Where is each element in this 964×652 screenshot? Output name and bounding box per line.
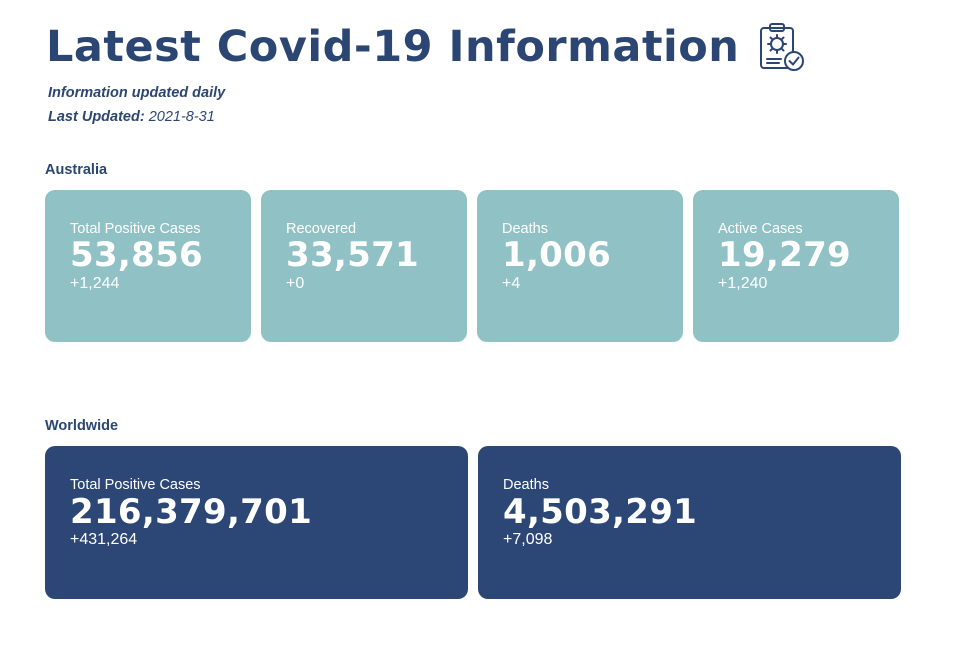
stat-change: +1,240	[718, 275, 768, 292]
stat-label: Total Positive Cases	[70, 477, 201, 493]
stat-card-recovered: Recovered 33,571 +0	[261, 190, 467, 342]
stat-label: Total Positive Cases	[70, 221, 201, 237]
stat-card-deaths: Deaths 1,006 +4	[477, 190, 683, 342]
stat-card-total-positive-cases: Total Positive Cases 53,856 +1,244	[45, 190, 251, 342]
section-title-australia: Australia	[45, 162, 108, 178]
stat-card-total-positive-cases: Total Positive Cases 216,379,701 +431,26…	[45, 446, 468, 599]
stat-change: +4	[502, 275, 521, 292]
page-title: Latest Covid-19 Information	[46, 22, 740, 72]
stat-value: 33,571	[286, 235, 420, 275]
stat-label: Active Cases	[718, 221, 803, 237]
update-frequency-note: Information updated daily	[48, 85, 226, 101]
stat-label: Deaths	[502, 221, 548, 237]
stat-value: 4,503,291	[503, 492, 698, 532]
stat-value: 19,279	[718, 235, 852, 275]
stat-change: +431,264	[70, 531, 138, 548]
worldwide-stats: Total Positive Cases 216,379,701 +431,26…	[45, 446, 901, 599]
stat-label: Deaths	[503, 477, 549, 493]
title-row: Latest Covid-19 Information	[46, 20, 805, 74]
last-updated: Last Updated: 2021-8-31	[48, 109, 215, 125]
australia-stats: Total Positive Cases 53,856 +1,244 Recov…	[45, 190, 899, 342]
last-updated-value: 2021-8-31	[148, 109, 215, 125]
clipboard-virus-check-icon	[760, 23, 805, 71]
stat-change: +1,244	[70, 275, 120, 292]
stat-value: 53,856	[70, 235, 204, 275]
section-title-worldwide: Worldwide	[45, 418, 119, 434]
last-updated-label: Last Updated:	[48, 109, 145, 125]
stat-value: 1,006	[502, 235, 612, 275]
stat-card-deaths: Deaths 4,503,291 +7,098	[478, 446, 901, 599]
stat-label: Recovered	[286, 221, 357, 237]
stat-card-active-cases: Active Cases 19,279 +1,240	[693, 190, 899, 342]
stat-value: 216,379,701	[70, 492, 313, 532]
stat-change: +0	[286, 275, 305, 292]
stat-change: +7,098	[503, 531, 553, 548]
